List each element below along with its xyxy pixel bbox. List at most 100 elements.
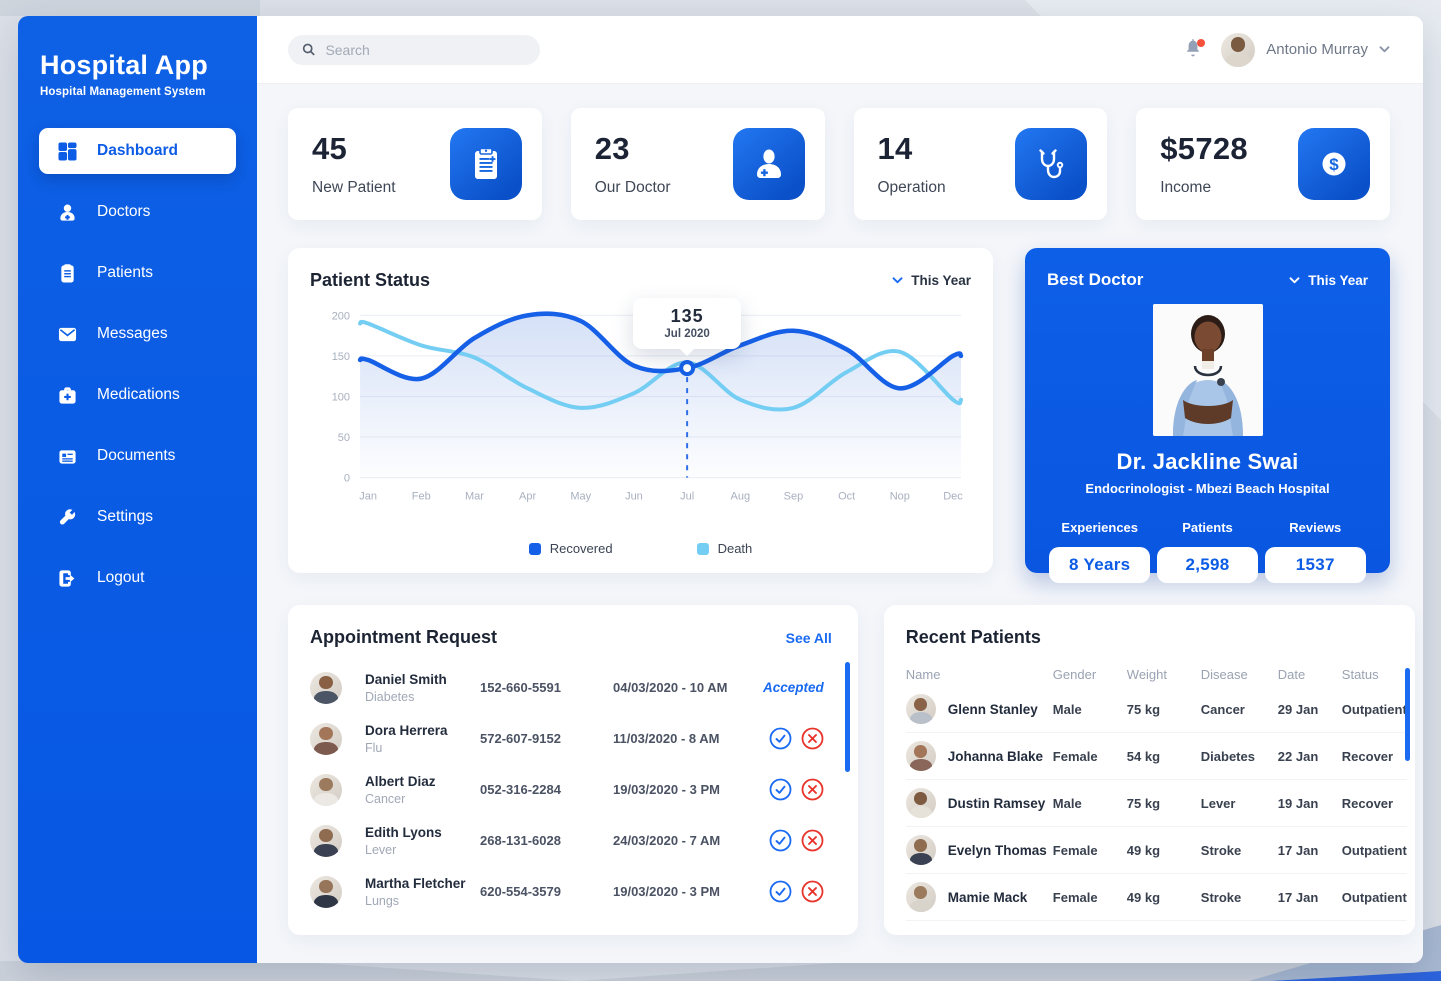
patient-status-year-filter[interactable]: This Year: [892, 273, 971, 288]
stat-pill: 8 Years: [1049, 547, 1151, 583]
check-circle-icon: [769, 829, 792, 852]
status-badge: Outpatient: [1341, 701, 1407, 717]
user-menu[interactable]: Antonio Murray: [1221, 32, 1390, 67]
decline-button[interactable]: [801, 778, 824, 801]
patient-status-title: Patient Status: [310, 270, 431, 290]
list-item[interactable]: Daniel Smith Diabetes 152-660-5591 04/03…: [310, 662, 850, 713]
sidebar-item-label: Doctors: [97, 203, 151, 220]
stat-cards: 45 New Patient 23 Our Doctor: [288, 108, 1390, 220]
stat-value: 45: [312, 131, 348, 166]
avatar: [905, 741, 936, 771]
decline-button[interactable]: [801, 829, 824, 852]
backdrop-shape: [0, 961, 1441, 981]
status-badge: Recover: [1341, 795, 1394, 811]
avatar: [310, 722, 342, 755]
sidebar-item-patients[interactable]: Patients: [39, 250, 236, 296]
accept-button[interactable]: [769, 778, 792, 801]
table-row[interactable]: Evelyn Thomas Female 49 kg Stroke 17 Jan…: [905, 827, 1407, 874]
svg-text:Apr: Apr: [519, 491, 536, 503]
search-input[interactable]: [325, 41, 526, 58]
svg-text:50: 50: [338, 432, 350, 444]
table-row[interactable]: Mamie Mack Female 49 kg Stroke 17 Jan Ou…: [905, 874, 1407, 921]
x-circle-icon: [801, 727, 824, 750]
clipboard-icon: [449, 128, 522, 200]
scrollbar[interactable]: [1404, 668, 1410, 761]
scrollbar[interactable]: [844, 662, 850, 772]
svg-text:Dec: Dec: [943, 491, 963, 503]
svg-text:150: 150: [332, 351, 350, 363]
doctor-photo: [1152, 304, 1263, 436]
accept-button[interactable]: [769, 880, 792, 903]
filter-label: This Year: [911, 273, 971, 288]
list-item[interactable]: Albert Diaz Cancer 052-316-2284 19/03/20…: [310, 764, 850, 815]
sidebar-item-label: Settings: [97, 508, 154, 525]
stat-value: 23: [594, 131, 630, 166]
logout-icon: [57, 568, 77, 588]
stat-label: New Patient: [312, 179, 396, 196]
stat-label: Income: [1160, 179, 1212, 196]
svg-text:0: 0: [344, 473, 350, 485]
avatar: [310, 773, 342, 806]
best-doctor-card: Best Doctor This Year: [1025, 248, 1390, 583]
search-icon: [302, 43, 315, 56]
sidebar-item-logout[interactable]: Logout: [39, 555, 236, 601]
appointment-request-title: Appointment Request: [310, 627, 497, 647]
decline-button[interactable]: [801, 727, 824, 750]
check-circle-icon: [769, 880, 792, 903]
stethoscope-icon: [1015, 128, 1088, 200]
stat-pill: 1537: [1264, 547, 1366, 583]
sidebar-item-label: Messages: [97, 325, 168, 342]
table-row[interactable]: Johanna Blake Female 54 kg Diabetes 22 J…: [905, 733, 1407, 780]
chevron-down-icon: [1379, 46, 1390, 53]
bell-icon: [1187, 38, 1200, 56]
accept-button[interactable]: [769, 727, 792, 750]
sidebar-item-label: Logout: [97, 569, 145, 586]
stat-card-new-patient: 45 New Patient: [288, 108, 542, 220]
user-avatar: [1221, 32, 1256, 67]
list-item[interactable]: Martha Fletcher Lungs 620-554-3579 19/03…: [310, 866, 850, 917]
app-window: Hospital App Hospital Management System …: [18, 16, 1423, 963]
doctor-stat-patients: Patients 2,598: [1156, 520, 1259, 583]
check-circle-icon: [769, 727, 792, 750]
list-item[interactable]: Dora Herrera Flu 572-607-9152 11/03/2020…: [310, 713, 850, 764]
sidebar-item-settings[interactable]: Settings: [39, 494, 236, 540]
doctor-stat-experiences: Experiences 8 Years: [1049, 520, 1151, 583]
middle-row: Patient Status This Year 0 50 100 150 200 Jan…: [288, 248, 1390, 583]
stat-card-operation: 14 Operation: [853, 108, 1108, 220]
accept-button[interactable]: [769, 829, 792, 852]
search-bar[interactable]: [288, 34, 540, 65]
best-doctor-title: Best Doctor: [1047, 270, 1144, 289]
patient-status-chart: 0 50 100 150 200 Jan Feb Mar Apr May Jun Jul Aug Sep O…: [310, 297, 971, 537]
stat-card-income: $5728 Income $: [1136, 108, 1390, 220]
sidebar-item-label: Patients: [97, 264, 154, 281]
dashboard-grid-icon: [57, 141, 77, 161]
table-row[interactable]: Glenn Stanley Male 75 kg Cancer 29 Jan O…: [905, 686, 1407, 733]
doctor-plus-icon: [732, 128, 805, 200]
stat-label: Operation: [877, 179, 946, 196]
sidebar-item-medications[interactable]: Medications: [39, 372, 236, 418]
list-item[interactable]: Edith Lyons Lever 268-131-6028 24/03/202…: [310, 815, 850, 866]
sidebar-item-messages[interactable]: Messages: [39, 311, 236, 357]
topbar-right: Antonio Murray: [1183, 32, 1390, 67]
sidebar-item-label: Dashboard: [97, 142, 178, 159]
svg-text:Jan: Jan: [359, 491, 377, 503]
stat-pill: 2,598: [1156, 547, 1259, 583]
table-row[interactable]: Dustin Ramsey Male 75 kg Lever 19 Jan Re…: [905, 780, 1407, 827]
sidebar-item-doctors[interactable]: Doctors: [39, 189, 236, 235]
line-chart: 0 50 100 150 200 Jan Feb Mar Apr May Jun Jul Aug Sep O…: [332, 310, 964, 503]
recent-patients-title: Recent Patients: [905, 627, 1041, 647]
notification-bell-button[interactable]: [1183, 38, 1207, 62]
see-all-link[interactable]: See All: [785, 629, 832, 646]
x-circle-icon: [801, 778, 824, 801]
envelope-icon: [57, 324, 77, 344]
sidebar-item-documents[interactable]: Documents: [39, 433, 236, 479]
chevron-down-icon: [892, 277, 903, 284]
sidebar-item-dashboard[interactable]: Dashboard: [39, 128, 236, 174]
decline-button[interactable]: [801, 880, 824, 903]
status-badge: Accepted: [763, 680, 824, 695]
app-logo: Hospital App Hospital Management System: [18, 42, 257, 128]
appointment-request-card: Appointment Request See All Daniel Smith…: [288, 605, 858, 935]
legend-swatch: [528, 542, 541, 555]
doctor-icon: [57, 202, 77, 222]
best-doctor-year-filter[interactable]: This Year: [1289, 273, 1368, 288]
